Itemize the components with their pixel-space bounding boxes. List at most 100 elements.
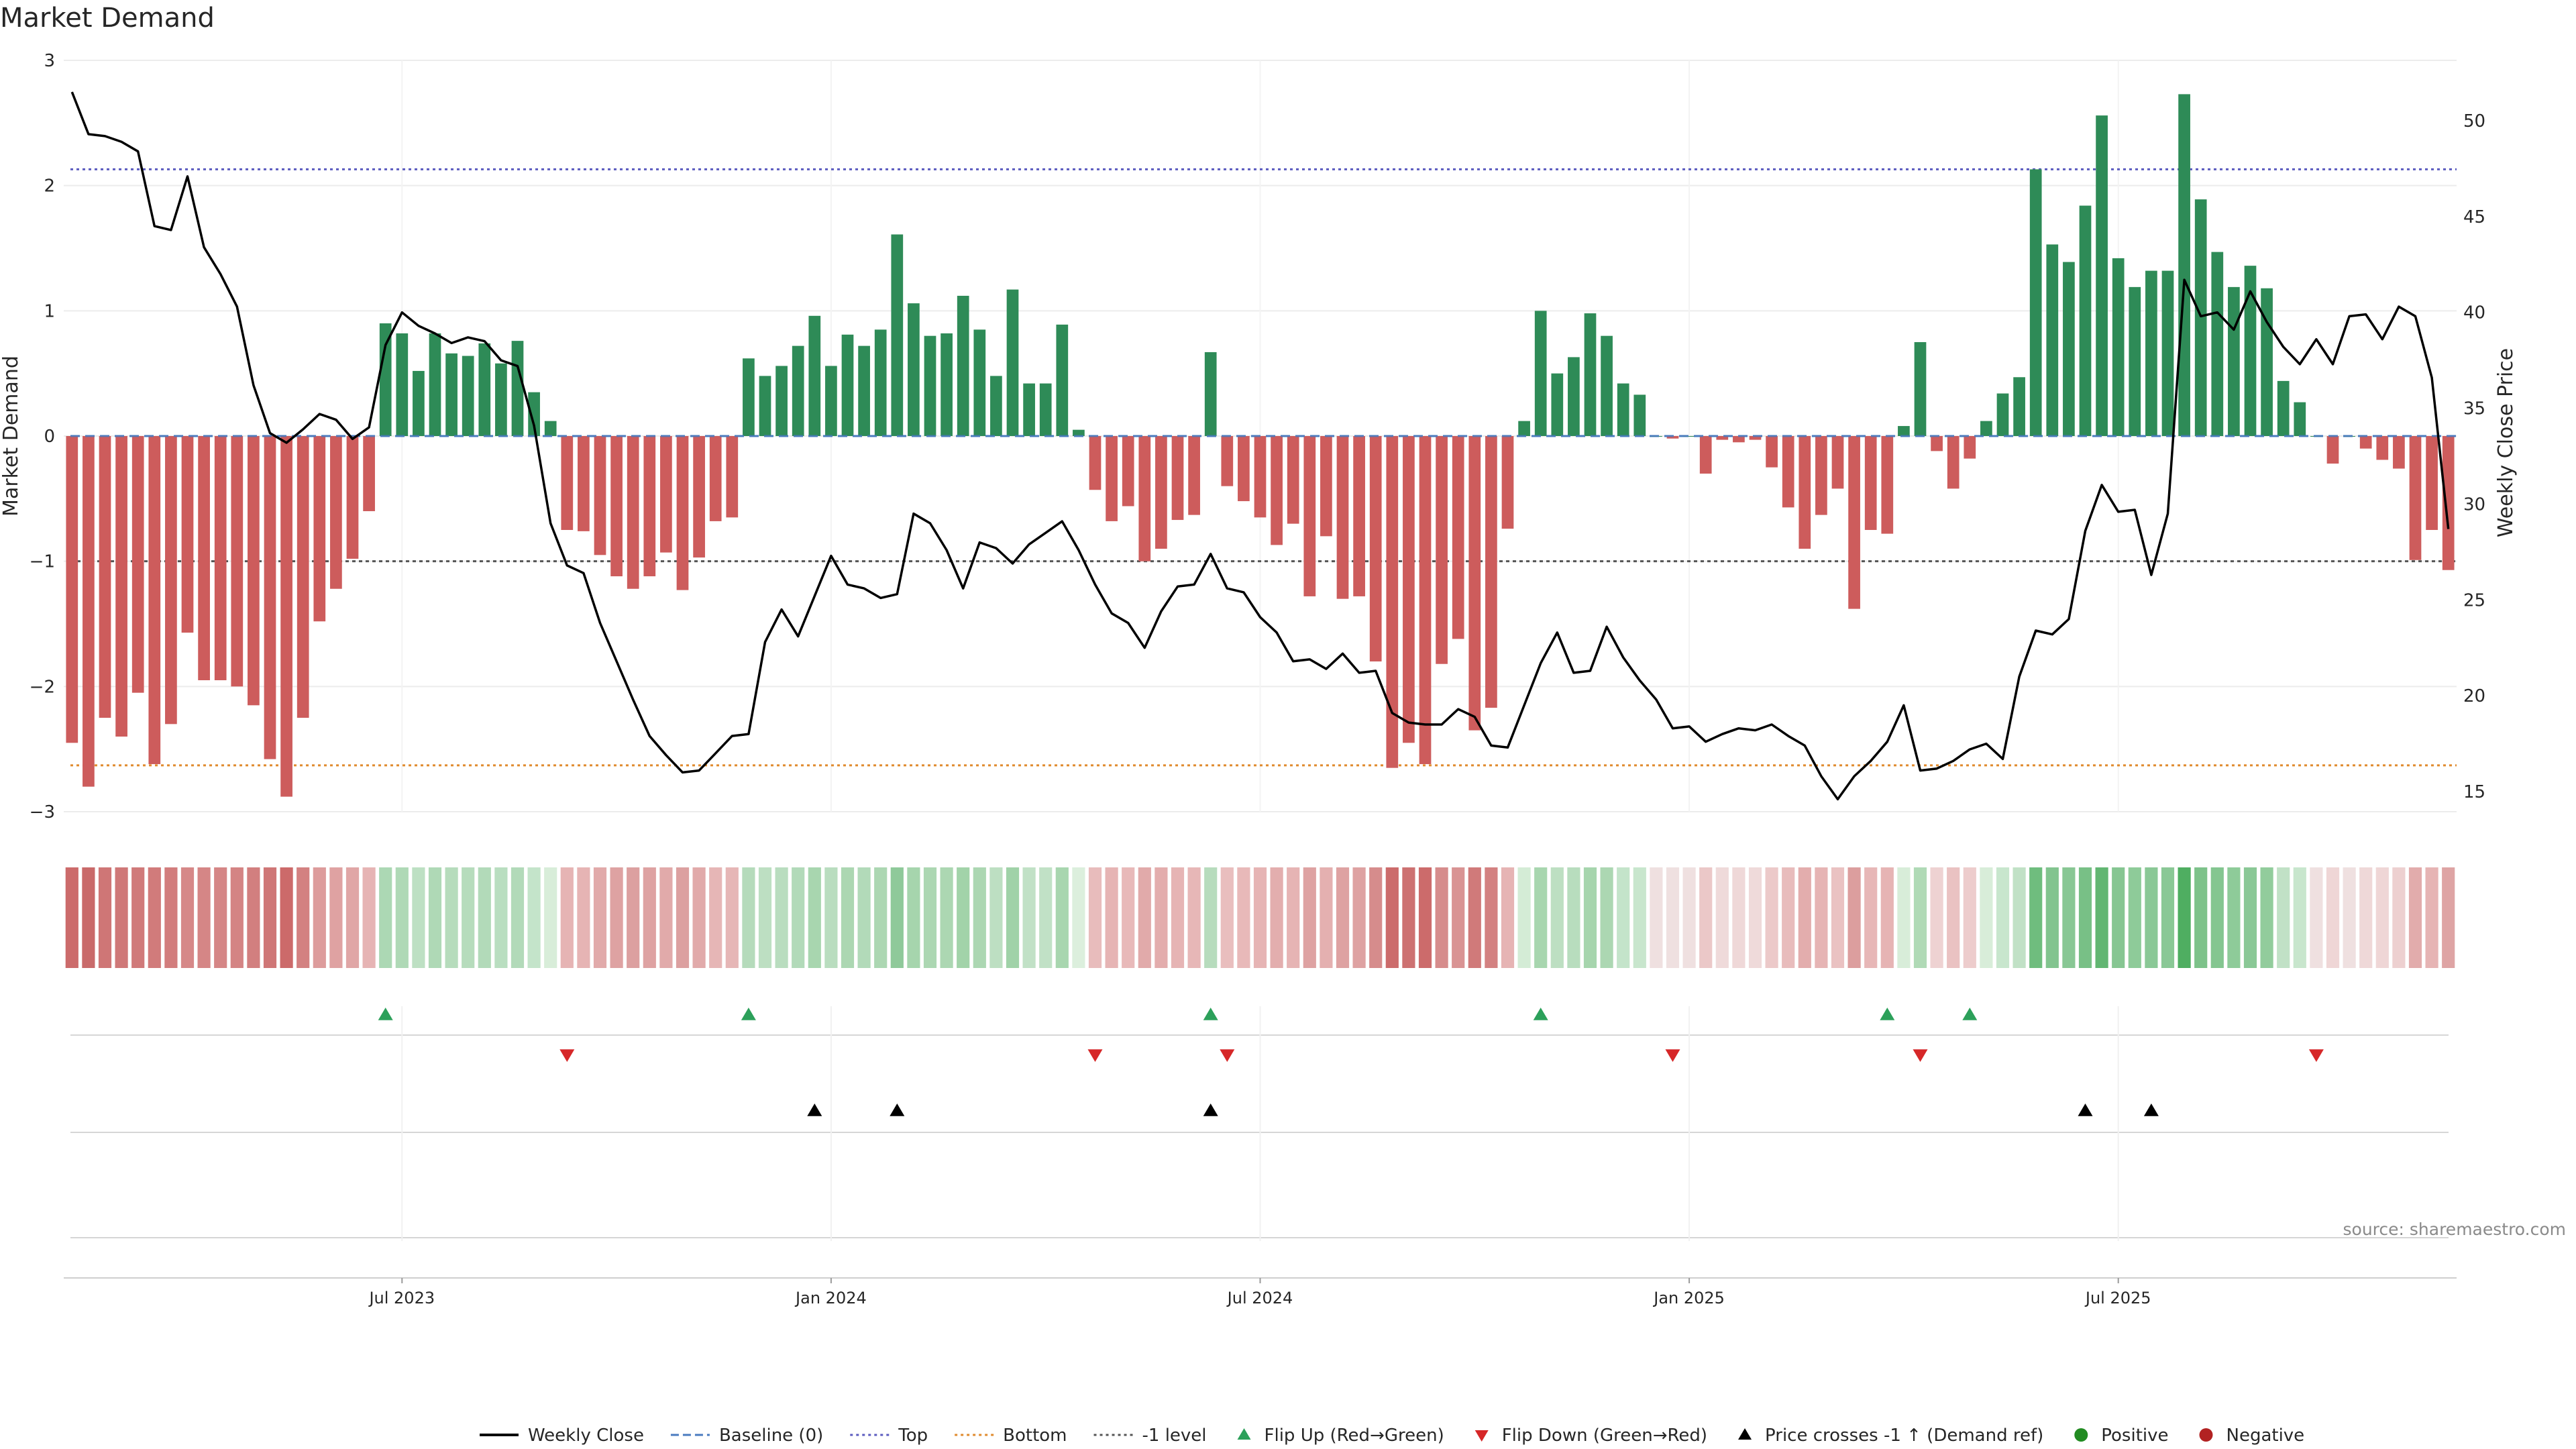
demand-bar xyxy=(379,323,392,436)
demand-bar xyxy=(2426,436,2438,530)
heat-cell xyxy=(1963,867,1976,968)
heat-cell xyxy=(1913,867,1927,968)
demand-bar xyxy=(891,234,904,436)
legend-item-price-cross: Price crosses -1 ↑ (Demand ref) xyxy=(1738,1426,2043,1446)
legend-label: Flip Down (Green→Red) xyxy=(1502,1426,1707,1446)
demand-bar xyxy=(165,436,177,724)
heat-cell xyxy=(494,867,508,968)
demand-bar xyxy=(1996,393,2009,436)
flip-down-marker xyxy=(1087,1049,1103,1062)
heat-cell xyxy=(1270,867,1283,968)
heat-cell xyxy=(1418,867,1432,968)
demand-bar xyxy=(1303,436,1316,596)
y2-tick-label: 50 xyxy=(2463,111,2485,131)
demand-bar xyxy=(973,329,986,436)
legend-item-flip-up: Flip Up (Red→Green) xyxy=(1237,1426,1444,1446)
demand-bar xyxy=(2046,244,2059,436)
flip-down-marker xyxy=(559,1049,575,1062)
heat-cell xyxy=(709,867,722,968)
demand-bar xyxy=(1452,436,1464,639)
demand-bar xyxy=(1171,436,1184,521)
heat-cell xyxy=(82,867,95,968)
demand-bar xyxy=(1287,436,1299,524)
y-tick-label: 3 xyxy=(44,51,55,71)
weekly-close-line xyxy=(70,91,2450,801)
heat-cell xyxy=(973,867,986,968)
demand-bar xyxy=(1204,352,1217,436)
heat-cell xyxy=(1666,867,1680,968)
demand-bar xyxy=(1106,436,1118,521)
heat-cell xyxy=(180,867,195,968)
legend-item-bottom: Bottom xyxy=(955,1426,1067,1446)
demand-bar xyxy=(1023,383,1035,436)
y-tick-label: 0 xyxy=(44,427,55,447)
price-cross-marker xyxy=(2143,1104,2159,1116)
heat-cell xyxy=(1352,867,1366,968)
demand-bar xyxy=(1864,436,1877,530)
demand-bar xyxy=(1271,436,1283,545)
demand-bar xyxy=(759,376,771,436)
heat-cell xyxy=(643,867,656,968)
heat-cell xyxy=(1138,867,1151,968)
heat-cell xyxy=(2078,867,2092,968)
heat-cell xyxy=(1303,867,1316,968)
legend-item-positive: Positive xyxy=(2074,1426,2169,1446)
demand-bar xyxy=(1831,436,1844,489)
heat-cell xyxy=(1633,867,1646,968)
heat-cell xyxy=(1748,867,1762,968)
heat-cell xyxy=(692,867,706,968)
heat-cell xyxy=(362,867,376,968)
demand-bar xyxy=(1601,335,1613,436)
demand-bar xyxy=(66,436,78,743)
demand-bar xyxy=(1617,383,1629,436)
demand-bar xyxy=(1964,436,1976,459)
heat-cell xyxy=(478,867,491,968)
flip-down-marker xyxy=(1220,1049,1235,1062)
heat-cell xyxy=(445,867,458,968)
demand-bar xyxy=(214,436,227,680)
heat-cell xyxy=(1699,867,1713,968)
demand-bar xyxy=(280,436,292,797)
heat-cell xyxy=(297,867,310,968)
heat-cell xyxy=(1155,867,1168,968)
heat-cell xyxy=(2112,867,2125,968)
demand-bar xyxy=(1485,436,1497,708)
heat-cell xyxy=(808,867,821,968)
demand-bar xyxy=(1039,383,1052,436)
heat-cell xyxy=(2161,867,2175,968)
demand-bar xyxy=(1518,421,1530,436)
heat-cell xyxy=(1798,867,1811,968)
heat-cell xyxy=(627,867,640,968)
demand-bar xyxy=(2194,199,2207,436)
demand-bar xyxy=(1501,436,1514,529)
heat-cell xyxy=(1980,867,1993,968)
demand-bar xyxy=(610,436,623,577)
demand-bar xyxy=(858,345,870,436)
demand-bar xyxy=(1980,421,1992,436)
demand-bar xyxy=(941,333,953,436)
demand-bar xyxy=(1633,394,1646,436)
heat-cell xyxy=(1550,867,1564,968)
heat-cell xyxy=(1534,867,1548,968)
heat-cell xyxy=(2145,867,2158,968)
demand-bar xyxy=(429,333,441,436)
heat-cell xyxy=(1682,867,1696,968)
demand-bar xyxy=(1006,289,1019,436)
demand-bar xyxy=(627,436,639,589)
heat-cell xyxy=(329,867,343,968)
heat-cell xyxy=(1567,867,1580,968)
demand-bar xyxy=(2029,169,2042,436)
demand-bar xyxy=(330,436,342,589)
demand-bar xyxy=(1799,436,1811,549)
heat-cell xyxy=(890,867,904,968)
flip-up-marker xyxy=(1203,1008,1218,1020)
demand-bar xyxy=(2096,115,2108,436)
demand-bar xyxy=(726,436,739,518)
heat-cell xyxy=(164,867,178,968)
demand-bar xyxy=(2063,262,2075,436)
heat-cell xyxy=(2029,867,2043,968)
demand-bar xyxy=(131,436,144,693)
demand-bar xyxy=(2112,258,2125,436)
demand-bar xyxy=(363,436,375,511)
heat-cell xyxy=(1880,867,1894,968)
